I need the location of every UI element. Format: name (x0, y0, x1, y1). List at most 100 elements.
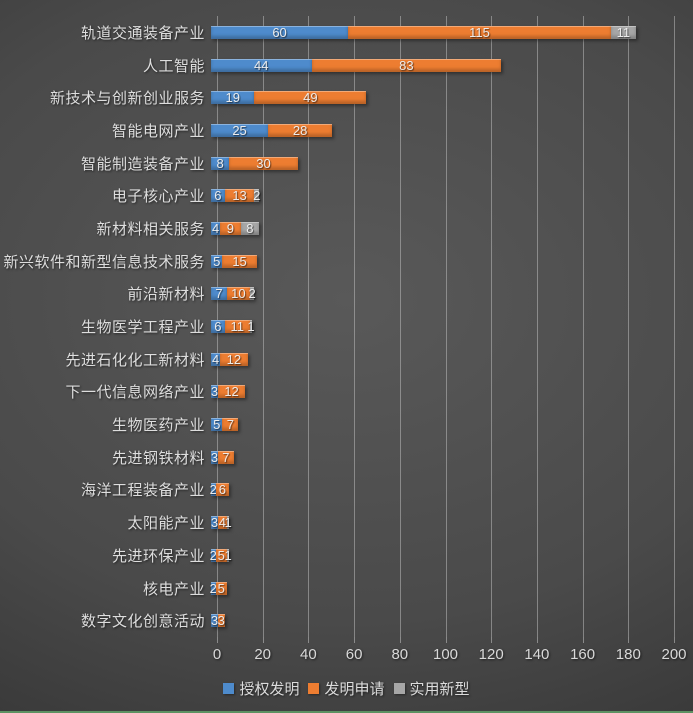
x-axis-label: 60 (345, 646, 363, 663)
bar-segment-granted-invention: 4 (211, 352, 221, 366)
chart-row: 海洋工程装备产业 2 6 (0, 474, 674, 507)
tick-mark (217, 637, 218, 643)
value-label: 2 (248, 286, 256, 302)
value-label: 7 (222, 449, 230, 465)
legend-label: 实用新型 (409, 681, 470, 698)
bar-segment-granted-invention: 7 (211, 286, 227, 302)
bar-segment-granted-invention: 4 (211, 221, 221, 235)
value-label: 2 (209, 547, 217, 563)
bar-segment-invention-application: 3 (218, 614, 225, 628)
x-axis-label: 0 (212, 646, 222, 663)
bar-segment-utility-model: 2 (253, 188, 261, 204)
category-label: 下一代信息网络产业 (65, 384, 205, 402)
bar-segment-granted-invention: 6 (211, 319, 225, 335)
value-label: 44 (254, 57, 269, 73)
value-label: 6 (214, 319, 222, 335)
category-label: 生物医药产业 (111, 417, 205, 435)
bar-segment-granted-invention: 19 (211, 90, 255, 106)
bar-segment-invention-application: 15 (222, 253, 257, 269)
x-axis-label: 20 (254, 646, 272, 663)
bar-segment-invention-application: 10 (226, 287, 250, 301)
legend: 授权发明 发明申请 实用新型 (0, 678, 693, 699)
legend-item-utility-model: 实用新型 (393, 678, 470, 699)
value-label: 9 (226, 220, 235, 236)
chart-row: 生物医药产业 5 7 (0, 408, 674, 441)
bar-track: 3 12 (210, 384, 668, 400)
tick-mark (354, 637, 356, 643)
tick-mark (308, 637, 310, 643)
value-label: 115 (469, 24, 490, 40)
chart-row: 电子核心产业 6 13 2 (0, 179, 674, 212)
bar-segment-granted-invention: 25 (211, 122, 269, 138)
legend-swatch-utility-model (393, 683, 405, 694)
chart-row: 轨道交通装备产业 60 115 11 (0, 16, 674, 49)
bar-track: 6 13 2 (211, 188, 668, 204)
bar-segment-granted-invention: 5 (211, 253, 223, 269)
value-label: 7 (226, 417, 235, 433)
bar-segment-invention-application: 5 (215, 581, 227, 595)
bar-track: 25 28 (211, 122, 668, 138)
gridline (445, 16, 447, 637)
chart-row: 新材料相关服务 4 9 8 (0, 212, 674, 245)
value-label: 2 (253, 188, 261, 204)
tick-mark (582, 637, 584, 643)
legend-swatch-granted-invention (223, 683, 235, 694)
bar-segment-invention-application: 7 (217, 449, 234, 465)
x-axis-label: 180 (615, 646, 641, 663)
x-axis-label: 100 (432, 646, 459, 663)
category-label: 前沿新材料 (127, 286, 205, 304)
category-label: 生物医学工程产业 (80, 319, 205, 337)
value-label: 2 (209, 580, 217, 596)
tick-mark (262, 637, 264, 643)
bar-track: 7 10 2 (211, 286, 668, 302)
bar-segment-granted-invention: 2 (210, 483, 217, 497)
value-label: 49 (303, 90, 318, 106)
value-label: 15 (232, 253, 247, 269)
bar-segment-granted-invention: 44 (211, 57, 312, 73)
value-label: 5 (213, 253, 221, 269)
bar-segment-granted-invention: 60 (211, 24, 349, 40)
value-label: 60 (272, 24, 287, 40)
chart-row: 先进钢铁材料 3 7 (0, 441, 674, 474)
bar-segment-invention-application: 28 (268, 123, 333, 137)
chart-row: 先进石化化工新材料 4 12 (0, 343, 674, 376)
x-axis-label: 160 (570, 646, 596, 663)
bar-segment-invention-application: 4 (217, 515, 227, 531)
value-label: 12 (226, 351, 242, 367)
tick-mark (491, 637, 493, 643)
x-axis-label: 40 (300, 646, 317, 663)
bar-segment-invention-application: 5 (215, 547, 227, 563)
value-label: 5 (217, 547, 225, 563)
value-label: 19 (225, 90, 240, 106)
category-label: 人工智能 (142, 57, 205, 75)
value-label: 30 (256, 155, 271, 171)
bar-segment-invention-application: 9 (220, 220, 241, 236)
bar-segment-utility-model: 11 (610, 25, 636, 39)
gridline (354, 16, 356, 637)
value-label: 25 (232, 122, 247, 138)
category-label: 轨道交通装备产业 (80, 24, 205, 42)
gridline (308, 16, 310, 637)
value-label: 3 (210, 449, 219, 465)
value-label: 3 (210, 384, 219, 400)
value-label: 7 (215, 286, 223, 302)
gridline (674, 16, 675, 637)
gridline (628, 16, 630, 637)
bar-track: 5 15 (211, 253, 668, 269)
bar-segment-granted-invention: 3 (211, 516, 218, 530)
legend-swatch-invention-application (308, 683, 320, 694)
category-label: 先进钢铁材料 (111, 449, 205, 467)
value-label: 4 (218, 515, 227, 531)
chart-row: 新兴软件和新型信息技术服务 5 15 (0, 245, 674, 278)
chart-row: 数字文化创意活动 3 3 (0, 604, 674, 637)
bar-segment-utility-model: 1 (225, 548, 232, 562)
bar-segment-granted-invention: 3 (210, 384, 219, 400)
value-label: 13 (232, 188, 247, 204)
chart-row: 人工智能 44 83 (0, 49, 674, 82)
bar-segment-invention-application: 12 (217, 385, 246, 399)
legend-item-invention-application: 发明申请 (308, 678, 385, 699)
tick-mark (445, 637, 447, 643)
